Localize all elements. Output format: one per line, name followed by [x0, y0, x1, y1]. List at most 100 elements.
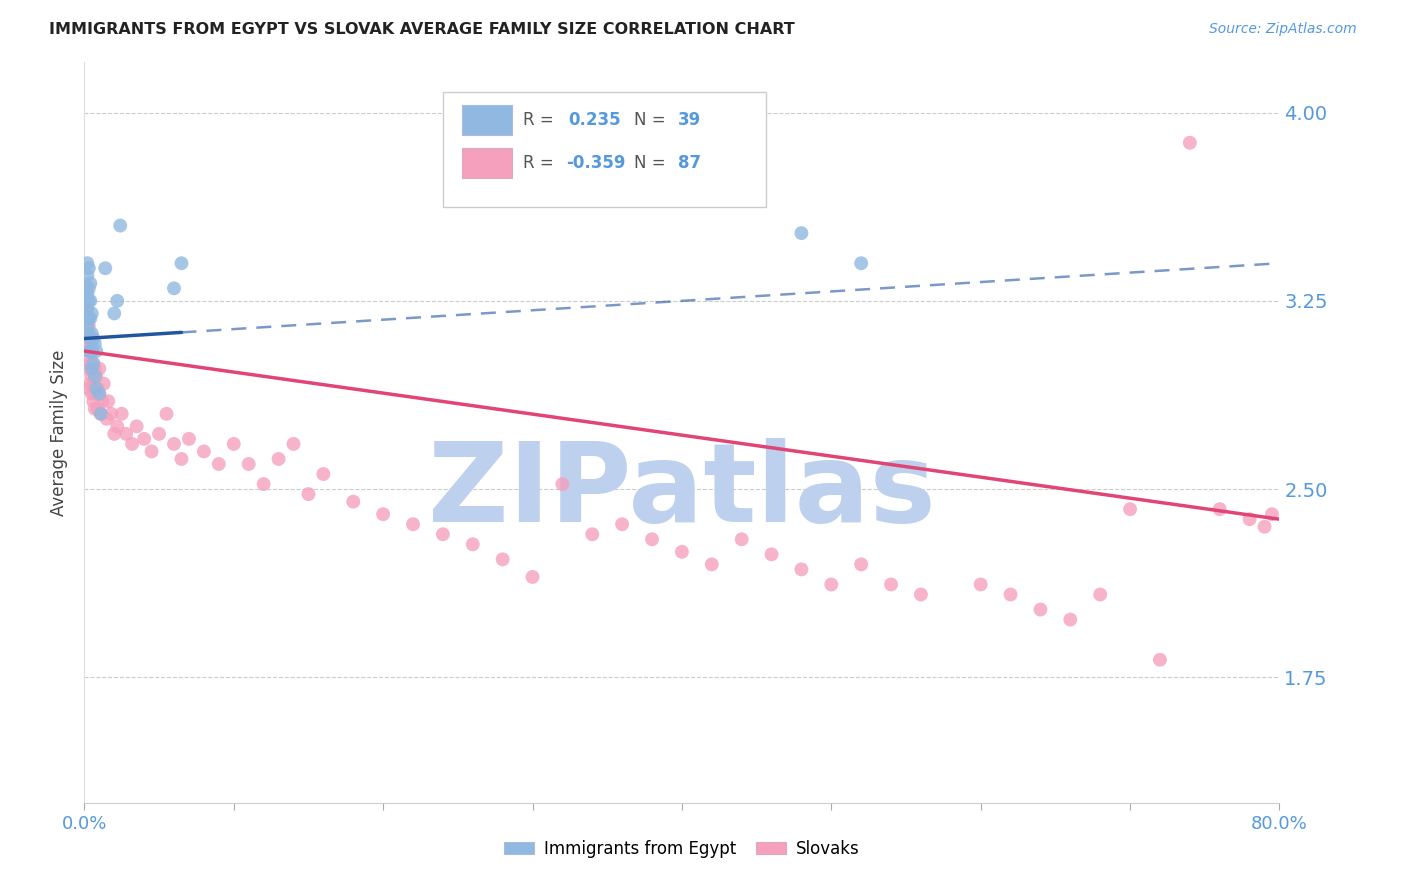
Point: [76, 331, 98, 345]
Point: [461, 537, 484, 551]
Point: [312, 467, 335, 481]
Text: IMMIGRANTS FROM EGYPT VS SLOVAK AVERAGE FAMILY SIZE CORRELATION CHART: IMMIGRANTS FROM EGYPT VS SLOVAK AVERAGE …: [49, 22, 794, 37]
Point: [970, 577, 993, 591]
Point: [155, 407, 177, 421]
Point: [111, 407, 134, 421]
Point: [238, 457, 260, 471]
Text: R =: R =: [523, 154, 560, 172]
Text: 39: 39: [678, 112, 702, 129]
Point: [89, 386, 111, 401]
Point: [79, 331, 101, 345]
Point: [79, 344, 101, 359]
Point: [80, 306, 103, 320]
Point: [87, 382, 110, 396]
Point: [77, 344, 100, 359]
Point: [79, 331, 101, 345]
Point: [82, 331, 104, 345]
Text: -0.359: -0.359: [567, 154, 626, 172]
Point: [851, 558, 873, 572]
Point: [80, 344, 103, 359]
Point: [820, 577, 842, 591]
Point: [641, 533, 664, 547]
Point: [77, 344, 100, 359]
Point: [82, 394, 104, 409]
Point: [115, 426, 138, 441]
Point: [432, 527, 454, 541]
Point: [75, 311, 97, 326]
Point: [75, 331, 97, 345]
Y-axis label: Average Family Size: Average Family Size: [51, 350, 69, 516]
Point: [105, 419, 128, 434]
Point: [87, 401, 110, 416]
Point: [91, 394, 114, 409]
Point: [83, 336, 105, 351]
Point: [125, 419, 148, 434]
Point: [402, 517, 425, 532]
Point: [76, 268, 98, 283]
Point: [77, 318, 100, 333]
Point: [492, 552, 515, 566]
Point: [86, 369, 108, 384]
Text: ZIPatlas: ZIPatlas: [427, 438, 936, 545]
Point: [83, 382, 105, 396]
Point: [612, 517, 634, 532]
Point: [75, 301, 97, 316]
Point: [1261, 507, 1284, 521]
Text: 0.235: 0.235: [568, 112, 621, 129]
Point: [671, 545, 693, 559]
Point: [77, 281, 100, 295]
Point: [89, 361, 111, 376]
FancyBboxPatch shape: [463, 148, 512, 178]
Point: [80, 369, 103, 384]
Point: [79, 357, 101, 371]
Point: [100, 407, 122, 421]
Point: [700, 558, 723, 572]
Point: [222, 437, 245, 451]
Point: [1090, 587, 1112, 601]
Point: [86, 344, 108, 359]
FancyBboxPatch shape: [443, 92, 766, 207]
Point: [90, 407, 112, 421]
Point: [76, 256, 98, 270]
Text: 87: 87: [678, 154, 702, 172]
Point: [731, 533, 754, 547]
Point: [1119, 502, 1142, 516]
Point: [80, 326, 103, 341]
Point: [208, 457, 231, 471]
Point: [581, 527, 603, 541]
Point: [170, 452, 193, 467]
Point: [79, 277, 101, 291]
Point: [82, 357, 104, 371]
Point: [297, 487, 319, 501]
Point: [132, 432, 156, 446]
Point: [96, 412, 118, 426]
Point: [163, 281, 186, 295]
Point: [90, 407, 112, 421]
Point: [141, 444, 163, 458]
Point: [82, 376, 104, 391]
Text: N =: N =: [634, 154, 665, 172]
Point: [283, 437, 305, 451]
Point: [76, 318, 98, 333]
Point: [79, 311, 101, 326]
Point: [76, 357, 98, 371]
Point: [851, 256, 873, 270]
Point: [89, 386, 111, 401]
Point: [1253, 520, 1275, 534]
Point: [522, 570, 544, 584]
Point: [83, 369, 105, 384]
Point: [76, 311, 98, 326]
Point: [86, 382, 108, 396]
Point: [103, 426, 125, 441]
Point: [83, 401, 105, 416]
Point: [75, 301, 97, 316]
Point: [110, 219, 132, 233]
Point: [83, 361, 105, 376]
Point: [790, 226, 813, 240]
Point: [77, 361, 100, 376]
Point: [880, 577, 903, 591]
Point: [253, 477, 276, 491]
Point: [170, 256, 193, 270]
Point: [75, 281, 97, 295]
Point: [80, 361, 103, 376]
